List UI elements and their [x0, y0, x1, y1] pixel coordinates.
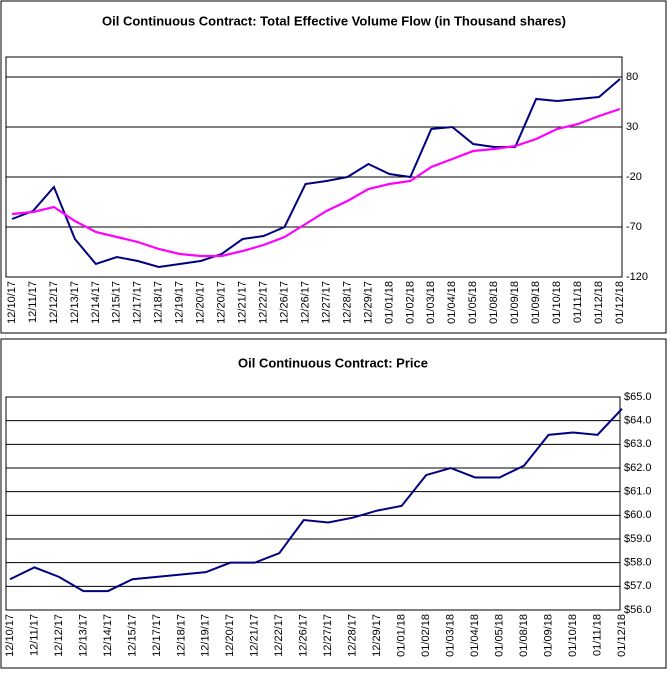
- x-tick-label: 12/18/17: [175, 614, 187, 657]
- x-tick-label: 12/28/17: [341, 281, 353, 324]
- x-tick-label: 12/20/17: [216, 281, 228, 324]
- y-tick-label: $58.0: [624, 557, 652, 569]
- chart-title: Oil Continuous Contract: Total Effective…: [102, 13, 566, 28]
- series-line: [11, 107, 621, 258]
- x-tick-label: 12/12/17: [48, 281, 60, 324]
- x-tick-label: 12/11/17: [27, 281, 39, 323]
- y-tick-label: $65.0: [624, 391, 652, 403]
- y-tick-label: $62.0: [624, 462, 652, 474]
- plot-frame: [5, 396, 621, 611]
- x-tick-label: 12/22/17: [273, 614, 285, 657]
- x-tick-label: 01/11/18: [572, 281, 584, 323]
- x-tick-label: 12/11/17: [28, 614, 40, 656]
- x-tick-label: 01/01/18: [396, 614, 408, 657]
- x-tick-label: 12/13/17: [69, 281, 81, 324]
- x-tick-label: 01/12/18: [616, 614, 628, 657]
- x-tick-label: 12/14/17: [102, 614, 114, 657]
- x-tick-label: 01/10/18: [567, 614, 579, 657]
- x-tick-label: 01/12/18: [614, 281, 626, 324]
- series-line: [11, 78, 621, 269]
- x-tick-label: 01/08/18: [488, 281, 500, 324]
- x-tick-label: 12/21/17: [237, 281, 249, 324]
- y-tick-label: $59.0: [624, 533, 652, 545]
- y-tick-label: -120: [626, 271, 648, 283]
- x-tick-label: 12/17/17: [132, 281, 144, 324]
- y-tick-label: $64.0: [624, 415, 652, 427]
- x-tick-label: 01/03/18: [425, 281, 437, 324]
- series-line: [9, 408, 623, 593]
- plot-frame: [5, 56, 623, 278]
- y-tick-label: -20: [626, 171, 642, 183]
- chart-title: Oil Continuous Contract: Price: [238, 355, 428, 370]
- x-tick-label: 12/17/17: [151, 614, 163, 657]
- x-tick-label: 01/05/18: [467, 281, 479, 324]
- x-tick-label: 01/08/18: [518, 614, 530, 657]
- x-tick-label: 12/21/17: [249, 614, 261, 657]
- x-tick-label: 01/09/18: [530, 281, 542, 324]
- x-tick-label: 12/27/17: [320, 281, 332, 324]
- x-tick-label: 12/26/17: [299, 281, 311, 324]
- x-tick-label: 12/10/17: [6, 281, 18, 324]
- panel-frame: [0, 0, 667, 334]
- y-tick-label: -70: [626, 221, 642, 233]
- x-tick-label: 12/20/17: [195, 281, 207, 324]
- x-tick-label: 12/15/17: [111, 281, 123, 324]
- y-tick-label: $56.0: [624, 604, 652, 616]
- x-tick-label: 01/04/18: [446, 281, 458, 324]
- y-tick-label: 80: [626, 71, 638, 83]
- x-tick-label: 12/28/17: [347, 614, 359, 657]
- x-tick-label: 12/22/17: [257, 281, 269, 324]
- x-tick-label: 12/26/17: [278, 281, 290, 324]
- x-tick-label: 12/19/17: [174, 281, 186, 324]
- x-tick-label: 01/02/18: [420, 614, 432, 657]
- panel-frame: [0, 338, 667, 669]
- x-tick-label: 01/12/18: [593, 281, 605, 324]
- y-tick-label: $57.0: [624, 580, 652, 592]
- x-tick-label: 12/15/17: [126, 614, 138, 657]
- x-tick-label: 01/01/18: [383, 281, 395, 324]
- y-tick-label: $61.0: [624, 486, 652, 498]
- x-tick-label: 01/02/18: [404, 281, 416, 324]
- x-tick-label: 12/12/17: [53, 614, 65, 657]
- x-tick-label: 12/10/17: [4, 614, 16, 657]
- x-tick-label: 12/20/17: [224, 614, 236, 657]
- y-tick-label: $60.0: [624, 509, 652, 521]
- x-tick-label: 12/19/17: [200, 614, 212, 657]
- x-tick-label: 01/09/18: [542, 614, 554, 657]
- x-tick-label: 01/09/18: [509, 281, 521, 324]
- x-tick-label: 12/29/17: [371, 614, 383, 657]
- y-tick-label: $63.0: [624, 438, 652, 450]
- x-tick-label: 12/29/17: [362, 281, 374, 324]
- y-tick-label: 30: [626, 121, 638, 133]
- x-tick-label: 01/03/18: [445, 614, 457, 657]
- x-tick-label: 12/27/17: [322, 614, 334, 657]
- x-tick-label: 12/13/17: [77, 614, 89, 657]
- x-tick-label: 12/18/17: [153, 281, 165, 324]
- x-tick-label: 12/26/17: [298, 614, 310, 657]
- x-tick-label: 12/14/17: [90, 281, 102, 324]
- x-tick-label: 01/10/18: [551, 281, 563, 324]
- x-tick-label: 01/11/18: [591, 614, 603, 656]
- x-tick-label: 01/05/18: [494, 614, 506, 657]
- x-tick-label: 01/04/18: [469, 614, 481, 657]
